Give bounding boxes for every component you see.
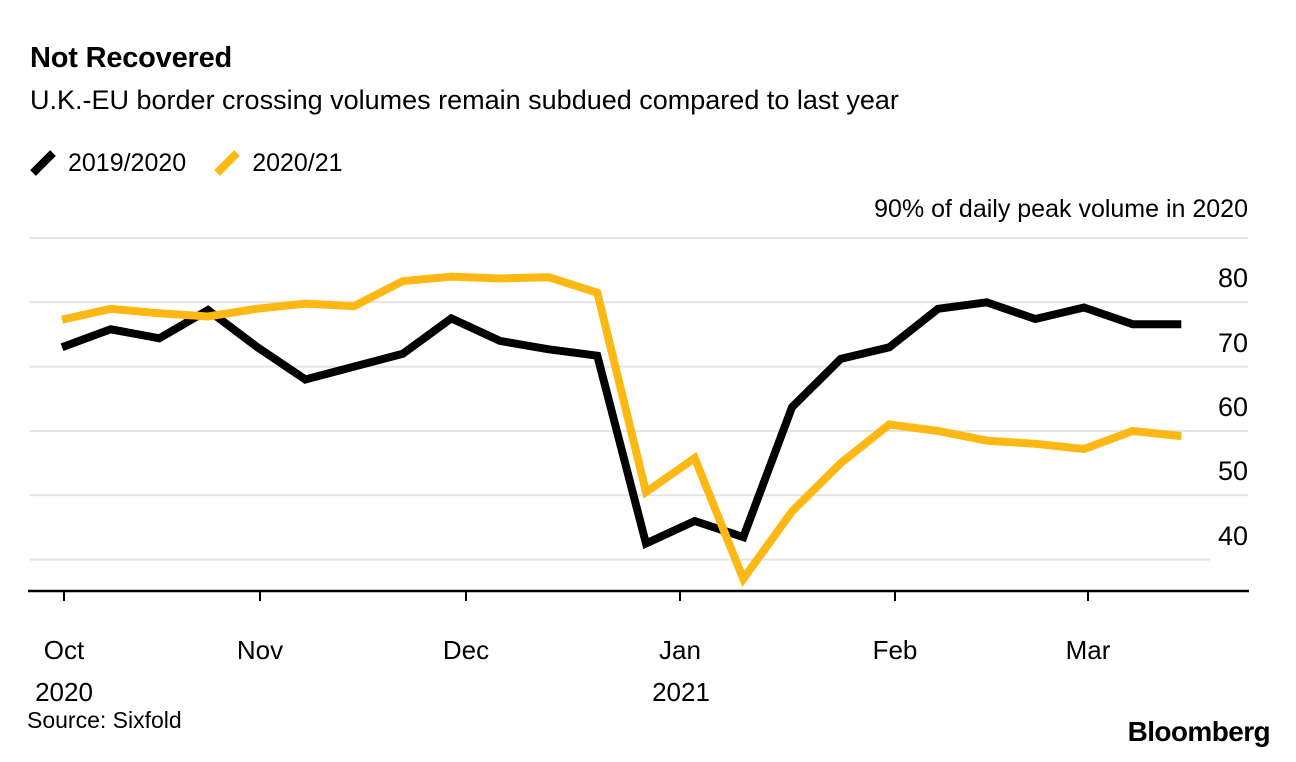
- x-tick-year-2021: 2021: [652, 677, 710, 707]
- gridlines: [30, 237, 1248, 561]
- x-tick-label-jan: Jan: [659, 635, 701, 665]
- y-tick-label-70: 70: [1217, 328, 1248, 358]
- chart-subtitle: U.K.-EU border crossing volumes remain s…: [30, 85, 899, 115]
- x-tick-label-dec: Dec: [442, 635, 490, 665]
- y-axis-unit-annotation: 90% of daily peak volume in 2020: [874, 195, 1248, 223]
- legend-label-2020-21: 2020/21: [252, 149, 343, 177]
- chart-title: Not Recovered: [30, 42, 233, 74]
- x-tick-year-2020: 2020: [35, 677, 93, 707]
- x-tick-label-oct: Oct: [43, 635, 85, 665]
- legend: 2019/2020 2020/21: [30, 149, 343, 177]
- bloomberg-logo: Bloomberg: [1127, 716, 1271, 747]
- legend-label-2019-2020: 2019/2020: [68, 149, 187, 177]
- x-axis: [28, 589, 1249, 601]
- y-tick-label-60: 60: [1217, 392, 1248, 422]
- source-credit: Source: Sixfold: [27, 707, 182, 733]
- series-line-2020-21: [61, 272, 1182, 588]
- legend-swatch-2019-2020: [30, 150, 56, 176]
- y-tick-label-80: 80: [1217, 263, 1248, 293]
- x-tick-label-nov: Nov: [236, 635, 284, 665]
- y-tick-label-50: 50: [1217, 456, 1248, 486]
- y-tick-label-40: 40: [1217, 521, 1248, 551]
- series-line-2019-2020: [60, 298, 1182, 550]
- legend-swatch-2020-21: [214, 150, 241, 176]
- x-tick-label-feb: Feb: [872, 635, 918, 665]
- x-tick-label-mar: Mar: [1065, 635, 1111, 665]
